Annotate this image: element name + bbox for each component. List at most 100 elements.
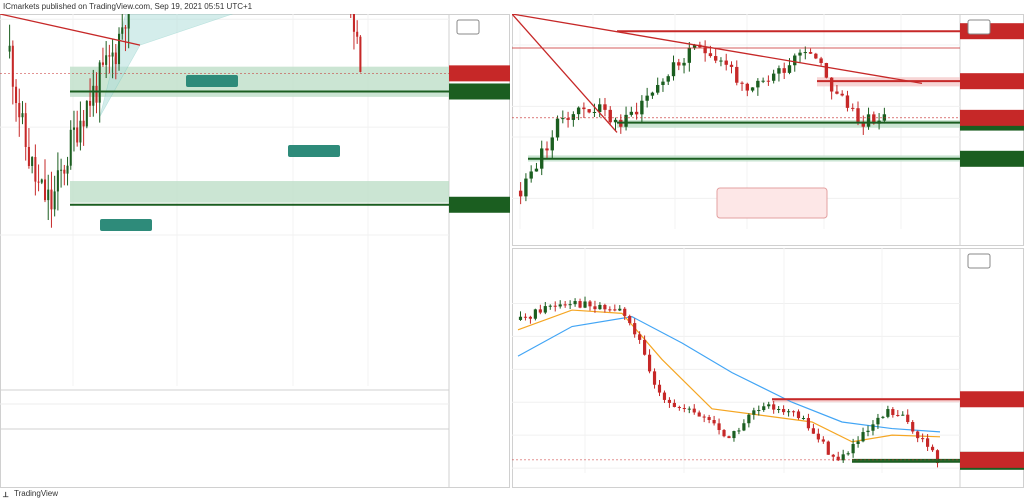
chart-4h[interactable] bbox=[0, 14, 510, 488]
candle-body bbox=[851, 443, 855, 454]
price-tag bbox=[449, 196, 510, 213]
candle-body bbox=[687, 408, 691, 410]
candle-body bbox=[866, 114, 871, 127]
candle-body bbox=[891, 409, 895, 415]
pattern-annotation bbox=[186, 75, 238, 87]
candle-body bbox=[588, 301, 592, 307]
publisher-header: ICmarkets published on TradingView.com, … bbox=[0, 0, 1024, 14]
support-zone bbox=[70, 181, 449, 203]
candle-body bbox=[767, 404, 771, 407]
candle-body bbox=[563, 304, 567, 306]
candle-body bbox=[911, 422, 915, 432]
candle-body bbox=[916, 431, 920, 439]
candle-body bbox=[756, 80, 760, 88]
candle-body bbox=[761, 80, 765, 82]
candle-body bbox=[11, 45, 14, 87]
candle-body bbox=[359, 36, 362, 72]
candle-body bbox=[114, 52, 117, 65]
candle-body bbox=[872, 114, 876, 124]
candle-body bbox=[518, 316, 523, 320]
candle-body bbox=[553, 305, 557, 307]
price-tag bbox=[960, 391, 1024, 408]
candle-body bbox=[638, 334, 642, 340]
candle-body bbox=[712, 420, 716, 424]
candle-body bbox=[752, 410, 756, 415]
candle-body bbox=[356, 31, 359, 37]
candle-body bbox=[578, 301, 582, 308]
candle-body bbox=[719, 60, 723, 62]
chart-daily[interactable] bbox=[512, 248, 1024, 488]
candle-body bbox=[31, 157, 34, 166]
candle-body bbox=[352, 14, 355, 32]
candle-body bbox=[845, 95, 850, 108]
candle-body bbox=[555, 118, 560, 138]
candle-body bbox=[821, 439, 825, 442]
candle-body bbox=[573, 301, 577, 305]
candle-body bbox=[835, 91, 839, 94]
candle-body bbox=[652, 371, 657, 385]
candle-body bbox=[69, 129, 72, 166]
candle-body bbox=[826, 441, 830, 455]
candle-body bbox=[643, 339, 647, 355]
brand-text: TradingView bbox=[14, 489, 59, 498]
candle-body bbox=[840, 93, 844, 96]
candle-body bbox=[816, 433, 820, 440]
candle-body bbox=[550, 137, 554, 151]
chart-weekly[interactable] bbox=[512, 14, 1024, 246]
candle-body bbox=[568, 304, 572, 306]
publisher-text: ICmarkets published on TradingView.com, … bbox=[3, 2, 253, 11]
candle-body bbox=[63, 169, 66, 174]
candle-body bbox=[623, 308, 627, 316]
chart-frame bbox=[512, 248, 1024, 488]
candle-body bbox=[906, 414, 910, 423]
candle-body bbox=[677, 406, 681, 409]
candle-body bbox=[692, 408, 696, 413]
tradingview-footer: ⟂ TradingView bbox=[0, 487, 1024, 501]
trend-line bbox=[512, 14, 618, 133]
candle-body bbox=[901, 414, 905, 416]
candle-body bbox=[682, 408, 686, 410]
candle-body bbox=[40, 179, 43, 183]
candle-body bbox=[523, 316, 528, 318]
candle-body bbox=[98, 62, 101, 103]
candle-body bbox=[801, 418, 806, 420]
candle-body bbox=[598, 104, 602, 112]
candle-body bbox=[34, 157, 37, 182]
candle-body bbox=[687, 47, 692, 63]
candle-body bbox=[72, 127, 76, 130]
candle-body bbox=[707, 417, 711, 421]
candle-body bbox=[708, 53, 713, 57]
candle-body bbox=[811, 428, 815, 434]
candle-body bbox=[787, 65, 792, 73]
candle-body bbox=[791, 411, 796, 413]
candle-body bbox=[18, 103, 21, 118]
candle-body bbox=[105, 55, 108, 65]
candle-body bbox=[613, 309, 617, 311]
moving-average-line bbox=[517, 309, 941, 443]
candle-body bbox=[76, 127, 79, 143]
candle-body bbox=[124, 27, 127, 29]
candle-body bbox=[722, 430, 726, 437]
candle-body bbox=[608, 309, 612, 311]
candle-body bbox=[518, 190, 523, 197]
candle-body bbox=[628, 315, 632, 324]
candle-body bbox=[558, 304, 562, 307]
candle-body bbox=[672, 402, 676, 407]
candle-body bbox=[524, 178, 528, 197]
currency-box bbox=[967, 19, 991, 35]
candle-body bbox=[771, 73, 776, 81]
candle-body bbox=[571, 114, 576, 120]
candle-body bbox=[729, 64, 734, 67]
candle-body bbox=[766, 80, 771, 82]
candle-body bbox=[79, 120, 82, 143]
candle-body bbox=[703, 47, 707, 54]
support-zone bbox=[617, 120, 960, 128]
currency-box bbox=[456, 19, 480, 35]
candle-body bbox=[528, 316, 533, 319]
currency-box bbox=[967, 253, 991, 269]
candle-body bbox=[608, 109, 612, 123]
candle-body bbox=[713, 56, 718, 61]
candle-body bbox=[881, 416, 885, 418]
candle-body bbox=[876, 417, 880, 425]
candle-body bbox=[861, 121, 865, 127]
